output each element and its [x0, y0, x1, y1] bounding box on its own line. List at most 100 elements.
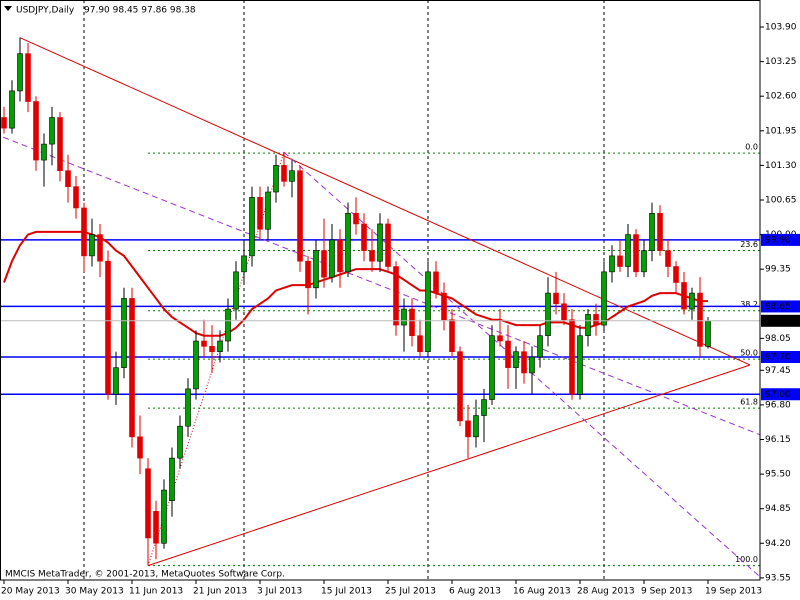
candle-body	[505, 340, 511, 368]
candle-body	[641, 250, 647, 273]
candle-body	[161, 489, 167, 544]
candle-body	[697, 292, 703, 347]
candle-body	[433, 271, 439, 294]
candle-body	[121, 298, 127, 368]
candle-body	[81, 207, 87, 257]
candle-body	[681, 282, 687, 310]
candle-body	[129, 298, 135, 438]
y-tick-label: 96.15	[765, 435, 791, 445]
candle-body	[273, 165, 279, 193]
candle-body	[545, 292, 551, 337]
trendline	[3, 136, 760, 436]
candle-body	[465, 420, 471, 438]
candle-body	[305, 260, 311, 289]
candle-body	[33, 101, 39, 161]
candle-body	[57, 117, 63, 172]
candle-body	[441, 292, 447, 321]
candle-body	[153, 511, 159, 544]
copyright: MMCIS MetaTrader, © 2001-2013, MetaQuote…	[5, 570, 285, 580]
candle-body	[9, 90, 15, 129]
candle-body	[705, 320, 711, 347]
x-tick-label: 11 Jun 2013	[129, 587, 183, 597]
level-label-box	[761, 388, 800, 401]
candle-body	[233, 271, 239, 310]
last-price-box	[761, 314, 800, 327]
menu-triangle[interactable]	[4, 6, 12, 11]
candle-body	[665, 250, 671, 267]
candle-body	[377, 223, 383, 262]
x-tick-label: 30 May 2013	[65, 587, 124, 597]
candle-body	[625, 234, 631, 267]
y-tick-label: 101.95	[765, 126, 797, 136]
candle-body	[281, 165, 287, 182]
candle-body	[361, 223, 367, 251]
trendline	[19, 37, 751, 366]
candle-body	[673, 266, 679, 283]
ohlc-info: 97.90 98.45 97.86 98.38	[84, 6, 196, 16]
level-label: 99.90	[765, 235, 791, 245]
candle-body	[177, 425, 183, 459]
candle-body	[457, 351, 463, 422]
candle-body	[425, 271, 431, 352]
candle-body	[481, 399, 487, 416]
candle-body	[97, 234, 103, 262]
plot-border	[0, 0, 761, 581]
candle-body	[585, 314, 591, 337]
candle-body	[649, 212, 655, 251]
candle-body	[521, 351, 527, 374]
candle-body	[49, 117, 55, 145]
candle-body	[329, 239, 335, 278]
candle-body	[113, 367, 119, 395]
axes: 103.90 103.25 102.60 101.95 101.30 100.65 100.…	[1, 23, 800, 597]
candle-body	[321, 250, 327, 278]
candle-body	[1, 117, 7, 129]
candle-body	[601, 271, 607, 326]
candle-body	[553, 292, 559, 305]
fib-label: 23.6	[740, 240, 758, 249]
y-tick-label: 103.25	[765, 57, 797, 67]
candle-body	[201, 340, 207, 347]
x-tick-label: 19 Sep 2013	[705, 587, 762, 597]
candle-body	[241, 255, 247, 273]
level-label-box	[761, 233, 800, 246]
candle-body	[609, 255, 615, 273]
candle-body	[633, 234, 639, 273]
candle-body	[409, 308, 415, 337]
level-label-box	[761, 300, 800, 313]
candle-body	[577, 335, 583, 395]
candle-body	[249, 197, 255, 257]
candle-body	[497, 335, 503, 342]
y-tick-label: 99.35	[765, 265, 791, 275]
y-tick-label: 94.20	[765, 539, 791, 549]
candle-body	[385, 223, 391, 267]
level-label: 98.65	[765, 302, 791, 312]
x-tick-label: 9 Sep 2013	[641, 587, 692, 597]
x-tick-label: 25 Jul 2013	[385, 587, 436, 597]
candle-body	[73, 186, 79, 209]
trendline	[147, 364, 751, 567]
candle-body	[17, 53, 23, 92]
candle-body	[593, 314, 599, 326]
candle-body	[537, 335, 543, 358]
candle-body	[689, 292, 695, 310]
x-tick-label: 28 Aug 2013	[577, 587, 635, 597]
candle-body	[417, 335, 423, 352]
candle-body	[193, 340, 199, 390]
candle-body	[169, 457, 175, 501]
candle-body	[345, 212, 351, 273]
candle-body	[353, 212, 359, 225]
y-tick-label: 95.50	[765, 470, 791, 480]
symbol-title: USDJPY,Daily	[16, 6, 75, 16]
fib-label: 61.8	[740, 398, 758, 407]
x-tick-label: 6 Aug 2013	[449, 587, 501, 597]
candle-body	[569, 319, 575, 395]
x-tick-label: 20 May 2013	[1, 587, 60, 597]
candle-body	[489, 335, 495, 400]
candle-body	[449, 319, 455, 352]
y-tick-label: 97.45	[765, 366, 791, 376]
fib-label: 50.0	[740, 349, 758, 358]
plot-area: 0.0 23.6 38.2 50.0 61.8 100.0	[0, 0, 760, 580]
